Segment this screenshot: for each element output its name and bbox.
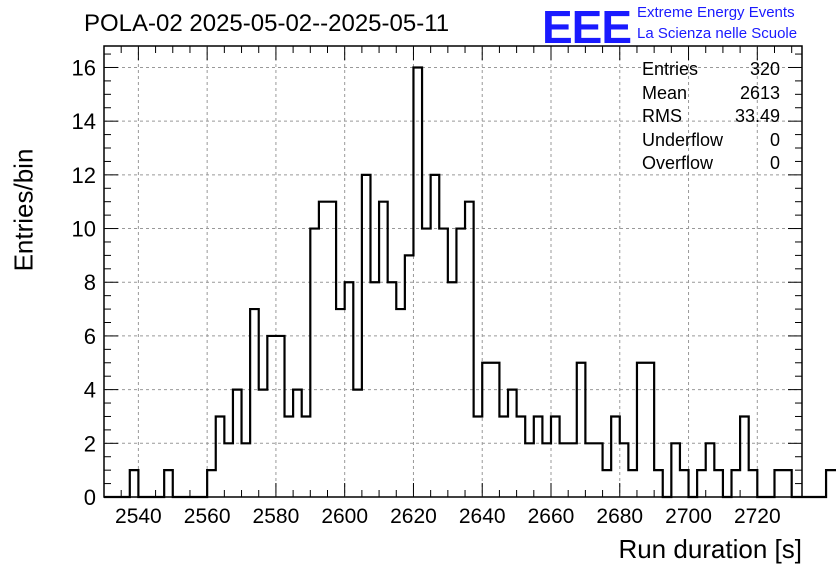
histogram-bin xyxy=(482,363,491,497)
histogram-bin xyxy=(465,202,474,497)
stat-value: 320 xyxy=(749,59,780,79)
stat-label: Mean xyxy=(642,82,688,103)
stat-row-underflow: Underflow 0 xyxy=(642,129,780,153)
eee-logo: EEE xyxy=(542,1,632,53)
histogram-bin xyxy=(585,443,594,497)
histogram-bin xyxy=(267,336,276,497)
histogram-bin xyxy=(740,416,749,497)
histogram-bin xyxy=(242,443,251,497)
histogram-bin xyxy=(456,229,465,497)
histogram-bin xyxy=(826,470,835,497)
histogram-bin xyxy=(396,309,405,497)
stat-label: Underflow xyxy=(642,129,724,150)
histogram-bin xyxy=(439,229,448,497)
stats-box: Entries 320 Mean 2613 RMS 33.49 Underflow 0 … xyxy=(642,58,780,176)
stat-value: 2613 xyxy=(739,82,780,103)
x-tick-label: 2660 xyxy=(528,505,575,528)
stat-label: Overflow xyxy=(642,153,714,173)
stat-row-overflow: Overflow 0 xyxy=(642,152,780,176)
x-tick-label: 2600 xyxy=(321,505,368,528)
y-tick-label: 12 xyxy=(72,163,96,188)
x-tick-label: 2720 xyxy=(734,505,781,528)
histogram-bin xyxy=(774,470,783,497)
histogram-bin xyxy=(285,416,294,497)
logo-line-1: Extreme Energy Events xyxy=(637,4,795,21)
y-tick-label: 8 xyxy=(84,270,96,295)
stat-row-rms: RMS 33.49 xyxy=(642,105,780,129)
x-tick-label: 2620 xyxy=(390,505,437,528)
y-axis-label-wrap: Entries/bin xyxy=(8,110,40,310)
histogram-bin xyxy=(250,309,259,497)
histogram-bin xyxy=(628,470,637,497)
histogram-bin xyxy=(207,470,216,497)
histogram-bin xyxy=(379,202,388,497)
x-tick-label: 2700 xyxy=(665,505,712,528)
stat-value: 33.49 xyxy=(734,106,780,126)
histogram-bin xyxy=(542,443,551,497)
histogram-bin xyxy=(577,363,586,497)
histogram-bin xyxy=(560,443,569,497)
stat-row-mean: Mean 2613 xyxy=(642,82,780,106)
y-tick-label: 14 xyxy=(72,109,96,134)
histogram-bin xyxy=(697,470,706,497)
x-tick-label: 2680 xyxy=(596,505,643,528)
histogram-bin xyxy=(302,416,311,497)
histogram-bin xyxy=(276,336,285,497)
histogram-bin xyxy=(714,470,723,497)
histogram-bin xyxy=(499,416,508,497)
x-tick-label: 2640 xyxy=(459,505,506,528)
x-tick-label: 2560 xyxy=(184,505,231,528)
histogram-bin xyxy=(783,470,792,497)
plot-frame xyxy=(103,45,803,498)
y-tick-label: 6 xyxy=(84,324,96,349)
stat-row-entries: Entries 320 xyxy=(642,58,780,82)
y-tick-label: 4 xyxy=(84,378,96,403)
histogram-bin xyxy=(603,470,612,497)
histogram-bin xyxy=(224,443,233,497)
histogram-bin xyxy=(422,229,431,497)
histogram-bin xyxy=(517,416,526,497)
histogram-bin xyxy=(706,443,715,497)
x-tick-label: 2540 xyxy=(115,505,162,528)
histogram-outline xyxy=(104,66,836,499)
histogram-bin xyxy=(327,202,336,497)
histogram-bin xyxy=(130,470,139,497)
histogram-bin xyxy=(336,309,345,497)
histogram-bin xyxy=(319,202,328,497)
histogram-bin xyxy=(594,443,603,497)
histogram-bin xyxy=(164,470,173,497)
y-tick-label: 2 xyxy=(84,431,96,456)
x-axis-label: Run duration [s] xyxy=(618,534,802,564)
histogram-bin xyxy=(568,443,577,497)
histogram-bin xyxy=(671,443,680,497)
histogram-bin xyxy=(551,416,560,497)
histogram-bin xyxy=(654,470,663,497)
y-tick-label: 16 xyxy=(72,55,96,80)
histogram-bin xyxy=(534,416,543,497)
histogram-bin xyxy=(646,363,655,497)
y-tick-label: 0 xyxy=(84,485,96,510)
histogram-bin xyxy=(216,416,225,497)
stat-value: 0 xyxy=(769,129,780,150)
logo-line-2: La Scienza nelle Scuole xyxy=(637,25,798,42)
stat-label: RMS xyxy=(642,106,682,126)
histogram-bin xyxy=(611,416,620,497)
histogram-bin xyxy=(749,470,758,497)
x-tick-label: 2580 xyxy=(253,505,300,528)
histogram-bin xyxy=(491,363,500,497)
histogram-bin xyxy=(620,443,629,497)
histogram-bin xyxy=(680,470,689,497)
histogram-bin xyxy=(637,363,646,497)
histogram-bin xyxy=(474,416,483,497)
histogram-bin xyxy=(310,229,319,497)
y-axis-label: Entries/bin xyxy=(8,148,39,272)
stat-label: Entries xyxy=(642,59,699,79)
y-tick-label: 10 xyxy=(72,217,96,242)
histogram-bin xyxy=(405,255,414,497)
histogram-bin xyxy=(525,443,534,497)
histogram-bin xyxy=(732,470,741,497)
stat-value: 0 xyxy=(769,153,780,173)
chart-title: POLA-02 2025-05-02--2025-05-11 xyxy=(84,10,450,37)
